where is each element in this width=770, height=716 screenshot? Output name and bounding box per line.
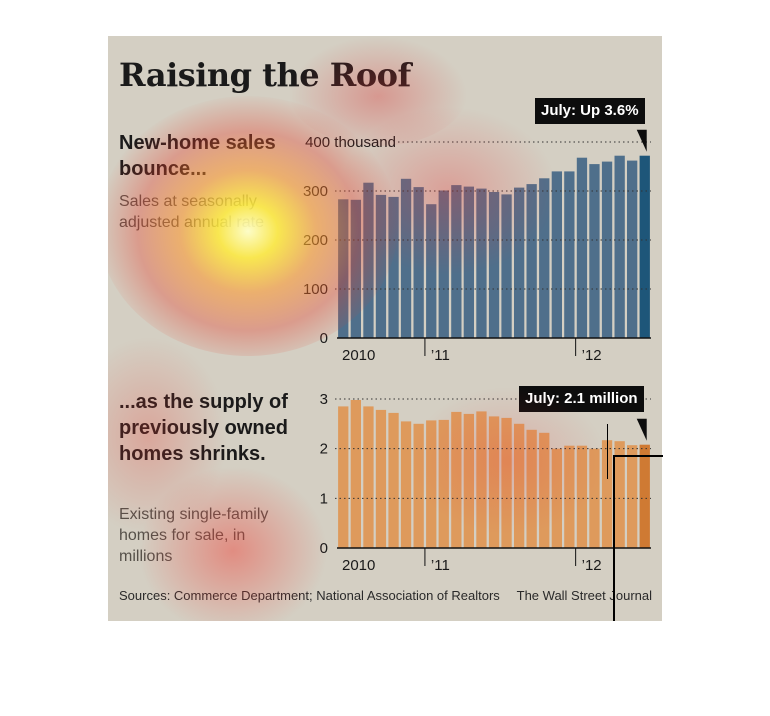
chart1-bar <box>564 171 575 338</box>
chart2-subtitle: Existing single-family homes for sale, i… <box>119 506 269 565</box>
crosshair-cursor-mark <box>607 424 608 479</box>
chart1-y-tick-label: 100 <box>303 281 328 298</box>
chart1-y-tick-label: 200 <box>303 232 328 249</box>
chart2-bar <box>375 409 387 548</box>
chart1-bar <box>350 199 361 338</box>
chart1-bar <box>463 186 474 338</box>
chart1-x-tick-label: ’11 <box>431 347 450 364</box>
page-title: Raising the Roof <box>119 56 411 94</box>
sources-note: Sources: Commerce Department; National A… <box>119 588 500 603</box>
chart2-y-tick-label: 2 <box>320 441 328 458</box>
chart2-x-tick-label: ’11 <box>431 557 450 574</box>
chart2-callout-pointer <box>636 418 647 441</box>
chart1-bar <box>488 192 500 338</box>
chart2-bar <box>589 448 600 548</box>
chart2-y-tick-label: 3 <box>320 391 328 408</box>
chart2-bar <box>338 406 349 548</box>
chart2-bar <box>601 440 613 548</box>
chart2-bar <box>426 420 437 548</box>
chart1-bar <box>614 155 625 338</box>
chart2-bar <box>576 445 588 548</box>
chart2-bar <box>488 416 500 548</box>
chart1-bar <box>539 178 550 338</box>
chart1-bar <box>426 204 437 338</box>
chart1-bar <box>363 182 374 338</box>
chart2-bar <box>400 421 412 548</box>
chart2-bar <box>438 419 449 548</box>
chart2-callout: July: 2.1 million <box>519 386 644 412</box>
chart2-bar <box>363 406 374 548</box>
chart1-bar <box>451 185 462 338</box>
chart2-bar <box>451 411 462 548</box>
chart1-bar <box>551 171 562 338</box>
chart1-bar <box>438 190 449 338</box>
chart1-bar <box>627 160 638 338</box>
chart2-x-tick-label: 2010 <box>342 557 375 574</box>
chart2-bar <box>539 432 550 548</box>
crosshair-cursor-horizontal <box>613 455 663 457</box>
chart1-bar <box>338 199 349 338</box>
chart1-subtitle: Sales at seasonally adjusted annual rate <box>119 193 264 231</box>
chart2-bar <box>463 413 474 548</box>
chart1-bar <box>514 187 525 338</box>
chart2-y-tick-label: 0 <box>320 540 328 557</box>
chart1-bar <box>576 157 588 338</box>
chart1-x-tick-label: ’12 <box>582 347 602 364</box>
chart1-bar <box>526 184 537 338</box>
chart1-bar <box>639 155 650 338</box>
chart1-bar <box>400 178 412 339</box>
chart2-bar <box>614 441 625 548</box>
chart2-bar <box>564 445 575 548</box>
chart2-bar <box>350 400 361 548</box>
chart2-bar <box>476 411 487 548</box>
chart1-bar <box>501 194 512 338</box>
chart2-bar <box>526 429 537 548</box>
chart2-bar <box>639 444 650 548</box>
chart2-bar <box>501 417 512 548</box>
chart1-bar <box>476 188 487 338</box>
chart1-x-tick-label: 2010 <box>342 347 375 364</box>
chart2-x-tick-label: ’12 <box>582 557 602 574</box>
chart1-bar <box>388 196 399 338</box>
chart1-heading: New-home sales bounce... <box>119 132 276 180</box>
chart1-bar <box>601 161 613 338</box>
chart2-bar <box>413 423 424 548</box>
chart1-y-tick-label: 400 thousand <box>305 134 396 151</box>
chart2-y-tick-label: 1 <box>320 490 328 507</box>
chart1-callout-pointer <box>636 129 647 152</box>
chart1-bar <box>413 187 424 338</box>
publisher-credit: The Wall Street Journal <box>516 588 652 603</box>
crosshair-cursor-vertical <box>613 455 615 621</box>
chart2-bar <box>514 423 525 548</box>
chart1-bar <box>375 194 387 338</box>
chart1-y-tick-label: 300 <box>303 183 328 200</box>
chart1-y-tick-label: 0 <box>320 330 328 347</box>
chart2-bar <box>627 445 638 548</box>
chart2-heading: ...as the supply of previously owned hom… <box>119 391 288 465</box>
chart2-bar <box>388 412 399 548</box>
infographic-panel: 0 100 200 300 400 thousand 2010 ’11 ’12 0 1 2 3 2010… <box>108 36 662 621</box>
chart1-bar <box>589 164 600 338</box>
chart1-callout: July: Up 3.6% <box>535 98 645 124</box>
